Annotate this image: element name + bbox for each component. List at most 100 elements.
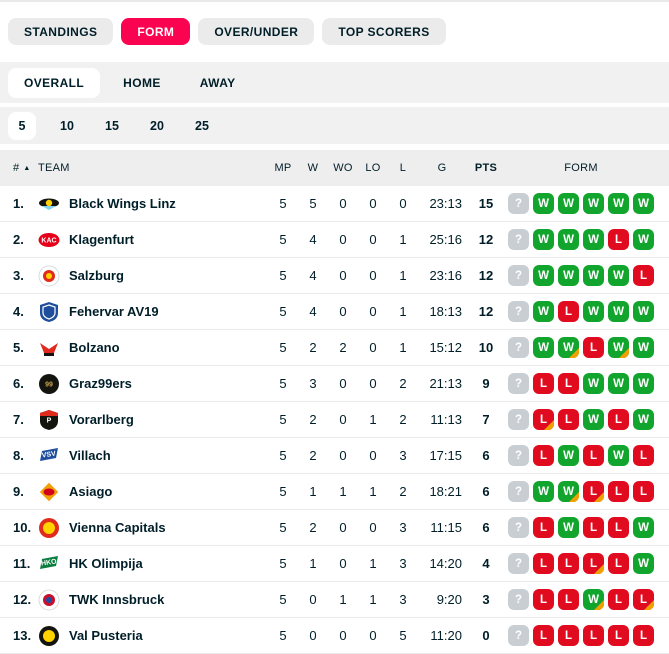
form-badge-l[interactable]: L bbox=[583, 553, 604, 574]
main-tab-form[interactable]: FORM bbox=[121, 18, 191, 45]
table-row[interactable]: 13. Val Pusteria 5 0 0 0 5 11:20 0? L L L L L bbox=[0, 618, 669, 654]
form-badge-unknown[interactable]: ? bbox=[508, 481, 529, 502]
header-pts[interactable]: PTS bbox=[474, 162, 498, 174]
form-badge-l[interactable]: L bbox=[558, 373, 579, 394]
form-badge-l[interactable]: L bbox=[608, 517, 629, 538]
header-rank[interactable]: # ▲ bbox=[13, 162, 38, 174]
form-badge-w[interactable]: W bbox=[558, 229, 579, 250]
form-badge-l[interactable]: L bbox=[608, 589, 629, 610]
form-badge-w[interactable]: W bbox=[633, 337, 654, 358]
table-row[interactable]: 1. Black Wings Linz 5 5 0 0 0 23:13 15? W W W W W bbox=[0, 186, 669, 222]
form-badge-w[interactable]: W bbox=[583, 373, 604, 394]
form-badge-w[interactable]: W bbox=[608, 301, 629, 322]
table-row[interactable]: 10. Vienna Capitals 5 2 0 0 3 11:15 6? L W L L W bbox=[0, 510, 669, 546]
form-badge-w[interactable]: W bbox=[633, 301, 654, 322]
form-badge-w[interactable]: W bbox=[533, 193, 554, 214]
form-badge-l[interactable]: L bbox=[583, 625, 604, 646]
form-badge-unknown[interactable]: ? bbox=[508, 337, 529, 358]
form-badge-w[interactable]: W bbox=[558, 193, 579, 214]
form-badge-l[interactable]: L bbox=[533, 373, 554, 394]
form-badge-l[interactable]: L bbox=[558, 409, 579, 430]
form-badge-l[interactable]: L bbox=[633, 481, 654, 502]
form-badge-w[interactable]: W bbox=[533, 265, 554, 286]
form-badge-unknown[interactable]: ? bbox=[508, 229, 529, 250]
form-badge-w[interactable]: W bbox=[558, 265, 579, 286]
range-tab-10[interactable]: 10 bbox=[60, 118, 74, 133]
header-g[interactable]: G bbox=[437, 162, 447, 174]
table-row[interactable]: 7. P Vorarlberg 5 2 0 1 2 11:13 7? L L W L W bbox=[0, 402, 669, 438]
header-wo[interactable]: WO bbox=[333, 162, 353, 174]
range-tab-25[interactable]: 25 bbox=[195, 118, 209, 133]
form-badge-l[interactable]: L bbox=[633, 265, 654, 286]
form-badge-l[interactable]: L bbox=[533, 553, 554, 574]
header-lo[interactable]: LO bbox=[365, 162, 381, 174]
form-badge-unknown[interactable]: ? bbox=[508, 265, 529, 286]
form-badge-l[interactable]: L bbox=[608, 553, 629, 574]
form-badge-w[interactable]: W bbox=[633, 373, 654, 394]
scope-tab-away[interactable]: AWAY bbox=[199, 75, 236, 90]
form-badge-w[interactable]: W bbox=[633, 517, 654, 538]
form-badge-l[interactable]: L bbox=[558, 589, 579, 610]
header-l[interactable]: L bbox=[399, 162, 407, 174]
form-badge-w[interactable]: W bbox=[633, 553, 654, 574]
range-tab-15[interactable]: 15 bbox=[105, 118, 119, 133]
form-badge-l[interactable]: L bbox=[608, 409, 629, 430]
table-row[interactable]: 6. 99 Graz99ers 5 3 0 0 2 21:13 9? L L W W W bbox=[0, 366, 669, 402]
form-badge-l[interactable]: L bbox=[558, 553, 579, 574]
form-badge-w[interactable]: W bbox=[533, 481, 554, 502]
form-badge-l[interactable]: L bbox=[608, 625, 629, 646]
form-badge-w[interactable]: W bbox=[558, 445, 579, 466]
table-row[interactable]: 12. TWK Innsbruck 5 0 1 1 3 9:20 3? L L W L L bbox=[0, 582, 669, 618]
table-row[interactable]: 2. KAC Klagenfurt 5 4 0 0 1 25:16 12? W W W L W bbox=[0, 222, 669, 258]
form-badge-l[interactable]: L bbox=[583, 337, 604, 358]
form-badge-w[interactable]: W bbox=[558, 517, 579, 538]
form-badge-l[interactable]: L bbox=[633, 589, 654, 610]
form-badge-w[interactable]: W bbox=[608, 265, 629, 286]
form-badge-unknown[interactable]: ? bbox=[508, 409, 529, 430]
form-badge-unknown[interactable]: ? bbox=[508, 553, 529, 574]
form-badge-unknown[interactable]: ? bbox=[508, 373, 529, 394]
form-badge-l[interactable]: L bbox=[608, 481, 629, 502]
form-badge-w[interactable]: W bbox=[633, 409, 654, 430]
table-row[interactable]: 11. HKO HK Olimpija 5 1 0 1 3 14:20 4? L L L L W bbox=[0, 546, 669, 582]
table-row[interactable]: 8. VSV Villach 5 2 0 0 3 17:15 6? L W L W L bbox=[0, 438, 669, 474]
form-badge-unknown[interactable]: ? bbox=[508, 445, 529, 466]
form-badge-w[interactable]: W bbox=[583, 301, 604, 322]
form-badge-w[interactable]: W bbox=[608, 445, 629, 466]
header-mp[interactable]: MP bbox=[274, 162, 292, 174]
form-badge-l[interactable]: L bbox=[533, 517, 554, 538]
form-badge-w[interactable]: W bbox=[558, 337, 579, 358]
form-badge-unknown[interactable]: ? bbox=[508, 517, 529, 538]
form-badge-l[interactable]: L bbox=[558, 625, 579, 646]
form-badge-l[interactable]: L bbox=[583, 517, 604, 538]
form-badge-w[interactable]: W bbox=[533, 337, 554, 358]
form-badge-l[interactable]: L bbox=[558, 301, 579, 322]
form-badge-l[interactable]: L bbox=[533, 625, 554, 646]
table-row[interactable]: 4. Fehervar AV19 5 4 0 0 1 18:13 12? W L W W W bbox=[0, 294, 669, 330]
form-badge-l[interactable]: L bbox=[533, 589, 554, 610]
form-badge-l[interactable]: L bbox=[583, 445, 604, 466]
header-w[interactable]: W bbox=[307, 162, 319, 174]
form-badge-l[interactable]: L bbox=[533, 409, 554, 430]
header-form[interactable]: FORM bbox=[564, 162, 598, 174]
form-badge-w[interactable]: W bbox=[583, 229, 604, 250]
main-tab-top-scorers[interactable]: TOP SCORERS bbox=[322, 18, 446, 45]
form-badge-w[interactable]: W bbox=[583, 589, 604, 610]
range-tab-20[interactable]: 20 bbox=[150, 118, 164, 133]
table-row[interactable]: 9. Asiago 5 1 1 1 2 18:21 6? W W L L L bbox=[0, 474, 669, 510]
form-badge-w[interactable]: W bbox=[533, 301, 554, 322]
form-badge-w[interactable]: W bbox=[608, 337, 629, 358]
form-badge-w[interactable]: W bbox=[583, 265, 604, 286]
table-row[interactable]: 5. Bolzano 5 2 2 0 1 15:12 10? W W L W W bbox=[0, 330, 669, 366]
form-badge-w[interactable]: W bbox=[583, 193, 604, 214]
form-badge-w[interactable]: W bbox=[633, 229, 654, 250]
form-badge-unknown[interactable]: ? bbox=[508, 589, 529, 610]
scope-tab-overall[interactable]: OVERALL bbox=[8, 67, 101, 98]
form-badge-w[interactable]: W bbox=[533, 229, 554, 250]
form-badge-w[interactable]: W bbox=[608, 373, 629, 394]
form-badge-w[interactable]: W bbox=[633, 193, 654, 214]
form-badge-w[interactable]: W bbox=[583, 409, 604, 430]
scope-tab-home[interactable]: HOME bbox=[123, 75, 161, 90]
form-badge-l[interactable]: L bbox=[633, 625, 654, 646]
form-badge-w[interactable]: W bbox=[608, 193, 629, 214]
